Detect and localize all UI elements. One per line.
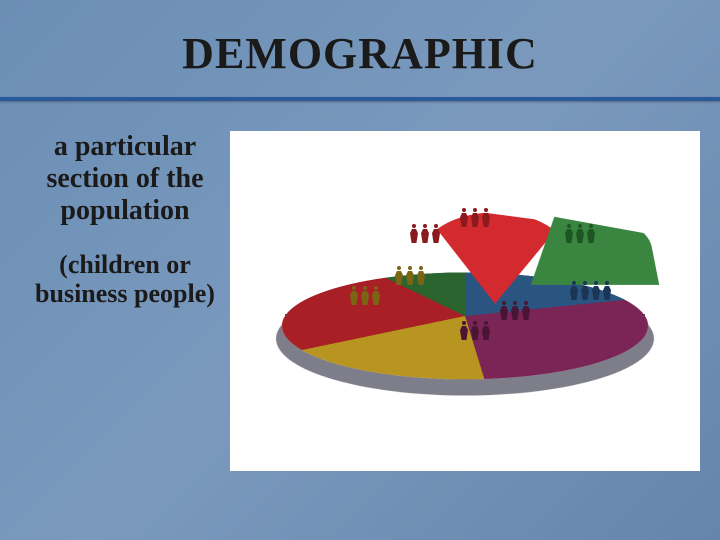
- person-icon: [482, 208, 490, 230]
- people-group-purple-back: [500, 301, 530, 323]
- people-group-yellow-back: [395, 266, 425, 288]
- person-icon: [406, 266, 414, 288]
- person-icon: [417, 266, 425, 288]
- people-group-purple: [460, 321, 490, 343]
- person-icon: [511, 301, 519, 323]
- person-icon: [350, 286, 358, 308]
- person-icon: [565, 224, 573, 246]
- person-icon: [460, 208, 468, 230]
- person-icon: [432, 224, 440, 246]
- text-column: a particular section of the population (…: [30, 131, 220, 471]
- person-icon: [471, 208, 479, 230]
- definition-text: a particular section of the population: [30, 131, 220, 228]
- person-icon: [576, 224, 584, 246]
- pie-chart-3d: [275, 186, 655, 416]
- person-icon: [500, 301, 508, 323]
- person-icon: [482, 321, 490, 343]
- example-text: (children or business people): [30, 250, 220, 310]
- person-icon: [581, 281, 589, 303]
- people-group-green: [565, 224, 595, 246]
- person-icon: [471, 321, 479, 343]
- person-icon: [592, 281, 600, 303]
- person-icon: [421, 224, 429, 246]
- chart-panel: [230, 131, 700, 471]
- person-icon: [570, 281, 578, 303]
- person-icon: [587, 224, 595, 246]
- people-group-red-back: [410, 224, 440, 246]
- person-icon: [410, 224, 418, 246]
- person-icon: [395, 266, 403, 288]
- pie-slice-green-exploded: [535, 217, 655, 263]
- content-row: a particular section of the population (…: [0, 101, 720, 491]
- people-group-blue: [570, 281, 611, 303]
- person-icon: [361, 286, 369, 308]
- person-icon: [372, 286, 380, 308]
- person-icon: [460, 321, 468, 343]
- person-icon: [603, 281, 611, 303]
- slide-title: DEMOGRAPHIC: [0, 0, 720, 97]
- people-group-yellow: [350, 286, 380, 308]
- person-icon: [522, 301, 530, 323]
- people-group-red: [460, 208, 490, 230]
